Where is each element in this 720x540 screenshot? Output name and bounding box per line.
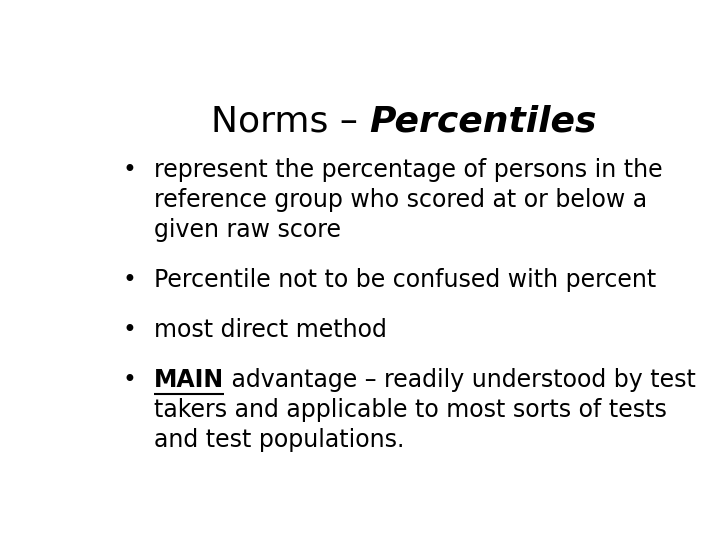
- Text: Norms –: Norms –: [211, 104, 369, 138]
- Text: and test populations.: and test populations.: [154, 428, 405, 452]
- Text: MAIN: MAIN: [154, 368, 225, 392]
- Text: •: •: [122, 158, 136, 183]
- Text: most direct method: most direct method: [154, 318, 387, 342]
- Text: given raw score: given raw score: [154, 218, 341, 242]
- Text: •: •: [122, 368, 136, 392]
- Text: reference group who scored at or below a: reference group who scored at or below a: [154, 188, 647, 212]
- Text: takers and applicable to most sorts of tests: takers and applicable to most sorts of t…: [154, 398, 667, 422]
- Text: Percentiles: Percentiles: [369, 104, 596, 138]
- Text: •: •: [122, 318, 136, 342]
- Text: represent the percentage of persons in the: represent the percentage of persons in t…: [154, 158, 663, 183]
- Text: advantage – readily understood by test: advantage – readily understood by test: [225, 368, 696, 392]
- Text: Percentile not to be confused with percent: Percentile not to be confused with perce…: [154, 268, 657, 292]
- Text: •: •: [122, 268, 136, 292]
